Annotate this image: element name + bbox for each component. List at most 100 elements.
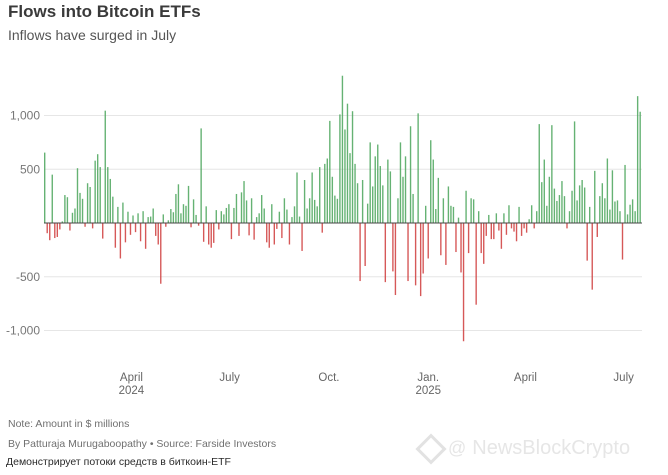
outflow-bar: [238, 223, 240, 236]
inflow-bar: [616, 200, 619, 223]
inflow-bar: [177, 184, 180, 223]
x-tick-label: April: [514, 372, 537, 384]
chart-subtitle: Inflows have surged in July: [8, 27, 177, 43]
outflow-bar: [202, 223, 205, 242]
inflow-bar: [329, 120, 331, 224]
inflow-bar: [187, 185, 190, 223]
inflow-bar: [379, 166, 381, 223]
inflow-bar: [263, 208, 265, 223]
outflow-bar: [190, 223, 192, 228]
inflow-bar: [495, 213, 498, 223]
outflow-bar: [155, 223, 157, 236]
inflow-bar: [447, 186, 450, 223]
inflow-bar: [293, 206, 296, 223]
inflow-bar: [536, 211, 538, 223]
outflow-bar: [160, 223, 162, 284]
inflow-bar: [374, 156, 376, 223]
inflow-bar: [334, 195, 336, 223]
outflow-bar: [445, 223, 447, 265]
inflow-bar: [389, 171, 392, 223]
inflow-bar: [611, 170, 614, 223]
inflow-bar: [223, 214, 225, 223]
outflow-bar: [440, 223, 442, 256]
inflow-bar: [99, 167, 101, 223]
inflow-bar: [205, 206, 207, 223]
inflow-bar: [220, 211, 223, 223]
inflow-bar: [399, 142, 402, 224]
inflow-bar: [271, 204, 273, 223]
watermark: @ NewsBlockCrypto: [415, 432, 630, 465]
inflow-bar: [71, 212, 74, 223]
x-tick-label: July: [613, 372, 634, 384]
inflow-bar: [172, 212, 175, 223]
outflow-bar: [427, 223, 429, 259]
inflow-bar: [261, 195, 263, 223]
outflow-bar: [56, 223, 59, 237]
inflow-bar: [589, 206, 591, 224]
inflow-bar: [387, 159, 389, 223]
inflow-bar: [366, 203, 369, 223]
inflow-bar: [89, 186, 91, 223]
inflow-bar: [313, 199, 316, 223]
inflow-bar: [225, 207, 228, 223]
outflow-bar: [84, 223, 86, 227]
inflow-bar: [624, 164, 626, 223]
inflow-bar: [425, 205, 427, 223]
inflow-bar: [311, 172, 313, 223]
inflow-bar: [578, 185, 581, 224]
inflow-bar: [303, 180, 306, 223]
inflow-bar: [349, 153, 351, 224]
outflow-bar: [591, 223, 593, 290]
outflow-bar: [475, 223, 477, 305]
outflow-bar: [523, 223, 525, 229]
inflow-bar: [556, 200, 558, 223]
y-tick-label: 500: [20, 162, 40, 176]
inflow-bar: [344, 129, 346, 223]
inflow-bar: [361, 180, 364, 223]
inflow-bar: [404, 156, 407, 223]
inflow-bar: [518, 206, 520, 224]
outflow-bar: [483, 223, 485, 264]
outflow-bar: [69, 223, 71, 231]
outflow-bar: [210, 223, 212, 248]
inflow-bar: [233, 207, 235, 223]
outflow-bar: [218, 223, 220, 230]
outflow-bar: [321, 223, 323, 233]
inflow-bar: [180, 213, 182, 223]
chart-note: Note: Amount in $ millions: [8, 418, 130, 430]
inflow-bar: [64, 195, 66, 223]
inflow-bar: [76, 168, 79, 223]
outflow-bar: [49, 223, 51, 241]
outflow-bar: [230, 223, 233, 240]
inflow-bar: [137, 213, 139, 223]
inflow-bar: [503, 213, 505, 223]
outflow-bar: [276, 223, 278, 229]
outflow-bar: [165, 223, 167, 227]
inflow-bar: [162, 214, 164, 223]
inflow-bar: [553, 188, 556, 223]
inflow-bar: [594, 170, 596, 223]
watermark-at-icon: @: [448, 438, 467, 458]
outflow-bar: [533, 223, 535, 229]
outflow-bar: [273, 223, 275, 245]
outflow-bar: [268, 223, 270, 248]
outflow-bar: [422, 223, 424, 274]
outflow-bar: [498, 223, 500, 231]
outflow-bar: [505, 223, 508, 235]
inflow-bar: [604, 198, 606, 223]
inflow-bar: [192, 199, 195, 223]
inflow-bar: [563, 196, 566, 224]
image-caption: Демонстрирует потоки средств в биткоин-E…: [6, 456, 231, 468]
x-tick-label: Oct.: [318, 372, 339, 384]
inflow-bar: [561, 181, 563, 223]
inflow-bar: [508, 205, 510, 223]
inflow-bar: [308, 198, 311, 223]
inflow-bar: [107, 167, 109, 223]
inflow-bar: [341, 75, 344, 223]
inflow-bar: [581, 180, 583, 223]
outflow-bar: [510, 223, 513, 229]
inflow-bar: [331, 176, 334, 223]
inflow-bar: [86, 183, 89, 223]
inflow-bar: [437, 177, 440, 223]
inflow-bar: [182, 204, 185, 223]
